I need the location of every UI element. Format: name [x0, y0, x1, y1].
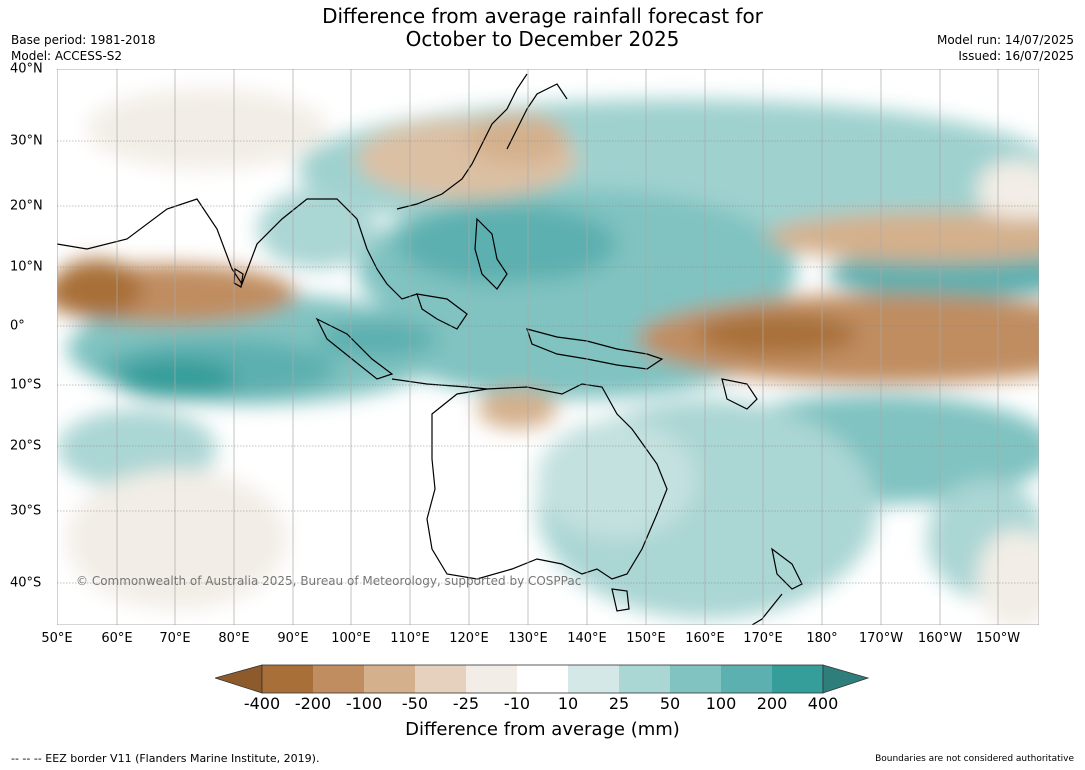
latitude-tick-label: 10°N	[10, 259, 43, 275]
colorbar-bin	[415, 665, 466, 693]
model-name: Model: ACCESS-S2	[11, 49, 123, 63]
longitude-tick-label: 120°E	[449, 631, 489, 646]
coastlines	[57, 73, 803, 625]
longitude-tick-label: 80°E	[218, 631, 250, 646]
colorbar-tick-label: -10	[503, 694, 531, 713]
latitude-tick-label: 40°S	[10, 575, 42, 591]
colorbar-min-extend	[215, 664, 263, 694]
latitude-tick-label: 30°N	[10, 133, 43, 149]
longitude-tick-label: 170°W	[858, 631, 904, 646]
longitude-tick-label: 160°E	[685, 631, 725, 646]
colorbar-bin	[721, 665, 772, 693]
colorbar-tick-label: 200	[756, 694, 788, 713]
title-line-2: October to December 2025	[405, 27, 680, 51]
latitude-tick-label: 20°N	[10, 198, 43, 214]
longitude-tick-label: 160°W	[917, 631, 963, 646]
colorbar-bin	[313, 665, 364, 693]
colorbar-tick-label: 100	[705, 694, 737, 713]
colorbar-bin	[772, 665, 823, 693]
title-line-1: Difference from average rainfall forecas…	[322, 4, 763, 28]
issued-date: Issued: 16/07/2025	[958, 49, 1074, 63]
colorbar-tick-label: 400	[807, 694, 839, 713]
longitude-tick-label: 70°E	[159, 631, 191, 646]
longitude-tick-label: 60°E	[101, 631, 133, 646]
map-title: Difference from average rainfall forecas…	[0, 5, 1085, 51]
model-run: Model run: 14/07/2025	[936, 33, 1074, 47]
longitude-tick-label: 150°W	[975, 631, 1021, 646]
longitude-tick-label: 110°E	[390, 631, 430, 646]
colorbar-bin	[364, 665, 415, 693]
colorbar-title: Difference from average (mm)	[405, 719, 680, 740]
colorbar-tick-label: 50	[659, 694, 681, 713]
colorbar-bin	[262, 665, 313, 693]
longitude-tick-label: 170°E	[743, 631, 783, 646]
colorbar-bin	[619, 665, 670, 693]
colorbar-tick-label: -25	[452, 694, 480, 713]
latitude-tick-label: 20°S	[10, 438, 42, 454]
copyright-notice: © Commonwealth of Australia 2025, Bureau…	[76, 574, 582, 588]
colorbar-tick-label: 10	[557, 694, 579, 713]
colorbar-tick-label: 25	[608, 694, 630, 713]
longitude-tick-label: 180°	[806, 631, 838, 646]
longitude-tick-label: 90°E	[277, 631, 309, 646]
latitude-tick-label: 40°N	[10, 61, 43, 77]
graticule	[57, 69, 1039, 625]
longitude-tick-label: 150°E	[626, 631, 666, 646]
rainfall-anomaly-map	[57, 69, 1039, 625]
colorbar-bin	[466, 665, 517, 693]
meta-right: Model run: 14/07/2025 Issued: 16/07/2025	[937, 32, 1074, 64]
longitude-tick-label: 50°E	[41, 631, 73, 646]
colorbar-tick-label: -50	[401, 694, 429, 713]
colorbar-bin	[517, 665, 568, 693]
colorbar-tick-label: -200	[294, 694, 332, 713]
eez-note: -- -- -- EEZ border V11 (Flanders Marine…	[11, 752, 320, 765]
longitude-tick-label: 130°E	[508, 631, 548, 646]
colorbar-max-extend	[822, 664, 870, 694]
colorbar	[215, 664, 870, 694]
colorbar-bin	[670, 665, 721, 693]
latitude-tick-label: 30°S	[10, 503, 42, 519]
meta-left: Base period: 1981-2018 Model: ACCESS-S2	[11, 32, 156, 64]
boundaries-disclaimer: Boundaries are not considered authoritat…	[875, 754, 1074, 764]
longitude-tick-label: 100°E	[331, 631, 371, 646]
latitude-tick-label: 10°S	[10, 377, 42, 393]
colorbar-bin	[568, 665, 619, 693]
colorbar-tick-label: -400	[243, 694, 281, 713]
longitude-tick-label: 140°E	[567, 631, 607, 646]
anomaly-field	[57, 73, 1039, 625]
base-period: Base period: 1981-2018	[11, 33, 156, 47]
colorbar-tick-label: -100	[345, 694, 383, 713]
latitude-tick-label: 0°	[10, 318, 25, 334]
